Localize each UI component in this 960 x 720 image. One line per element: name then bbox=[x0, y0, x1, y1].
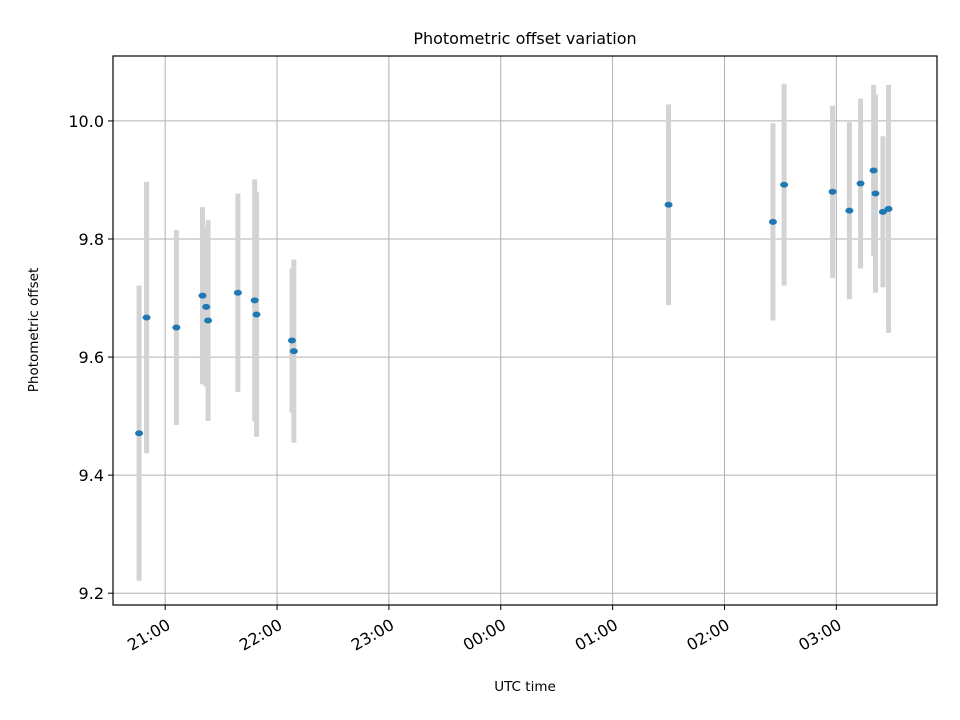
data-point bbox=[250, 297, 259, 304]
data-point bbox=[204, 317, 213, 324]
data-point bbox=[856, 180, 865, 187]
data-points bbox=[135, 167, 893, 437]
chart-title: Photometric offset variation bbox=[413, 29, 636, 48]
y-axis-label: Photometric offset bbox=[26, 268, 42, 392]
data-point bbox=[287, 337, 296, 344]
data-point bbox=[768, 218, 777, 225]
y-tick-label: 9.6 bbox=[79, 348, 104, 367]
data-point bbox=[871, 190, 880, 197]
data-point bbox=[869, 167, 878, 174]
y-tick-label: 9.8 bbox=[79, 230, 104, 249]
data-point bbox=[252, 311, 261, 318]
data-point bbox=[233, 289, 242, 296]
y-axis: 9.2 9.4 9.6 9.8 10.0 bbox=[68, 112, 113, 603]
data-point bbox=[780, 181, 789, 188]
data-point bbox=[828, 188, 837, 195]
data-point bbox=[878, 208, 887, 215]
data-point bbox=[172, 324, 181, 331]
plot-frame bbox=[112, 55, 938, 606]
data-point bbox=[884, 205, 893, 212]
data-point bbox=[664, 201, 673, 208]
data-point bbox=[142, 314, 151, 321]
data-point bbox=[845, 207, 854, 214]
data-point bbox=[135, 430, 144, 437]
data-point bbox=[198, 292, 207, 299]
y-tick-label: 9.4 bbox=[79, 466, 104, 485]
data-point bbox=[289, 348, 298, 355]
grid-lines bbox=[113, 56, 937, 605]
y-tick-label: 10.0 bbox=[68, 112, 104, 131]
x-axis-label: UTC time bbox=[494, 679, 556, 695]
y-tick-label: 9.2 bbox=[79, 584, 104, 603]
data-point bbox=[202, 303, 211, 310]
